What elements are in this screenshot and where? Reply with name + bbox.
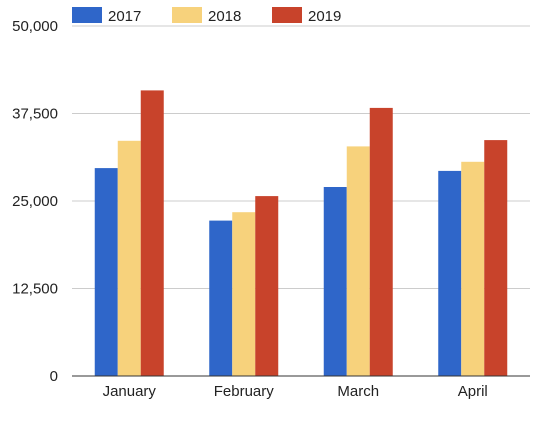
legend-label: 2017 [108, 8, 141, 25]
y-tick-label: 50,000 [12, 18, 58, 35]
bar-2018-january [117, 140, 141, 376]
y-tick-label: 37,500 [12, 106, 58, 123]
bar-2017-february [209, 220, 233, 376]
x-tick-label: January [103, 383, 157, 400]
y-tick-label: 12,500 [12, 281, 58, 298]
legend: 2017 2018 2019 [72, 7, 341, 25]
bar-2019-february [255, 196, 279, 376]
bar-2019-march [369, 107, 393, 377]
bar-2017-january [94, 168, 118, 376]
x-tick-label: March [337, 383, 379, 400]
x-tick-label: April [458, 383, 488, 400]
bar-2019-april [484, 140, 508, 376]
x-tick-label: February [214, 383, 275, 400]
legend-swatch-2018 [172, 7, 202, 23]
bar-2018-february [232, 212, 256, 376]
legend-swatch-2019 [272, 7, 302, 23]
bar-2019-january [140, 90, 164, 377]
legend-label: 2018 [208, 8, 241, 25]
y-axis-tick-labels: 0 12,500 25,000 37,500 50,000 [12, 18, 58, 385]
x-axis-category-labels: January February March April [103, 383, 488, 400]
bar-2017-march [323, 187, 347, 376]
legend-swatch-2017 [72, 7, 102, 23]
bars [94, 90, 508, 377]
legend-label: 2019 [308, 8, 341, 25]
y-tick-label: 0 [50, 368, 58, 385]
bar-2017-april [438, 170, 462, 376]
bar-2018-march [346, 146, 370, 376]
y-tick-label: 25,000 [12, 193, 58, 210]
bar-2018-april [461, 161, 485, 376]
